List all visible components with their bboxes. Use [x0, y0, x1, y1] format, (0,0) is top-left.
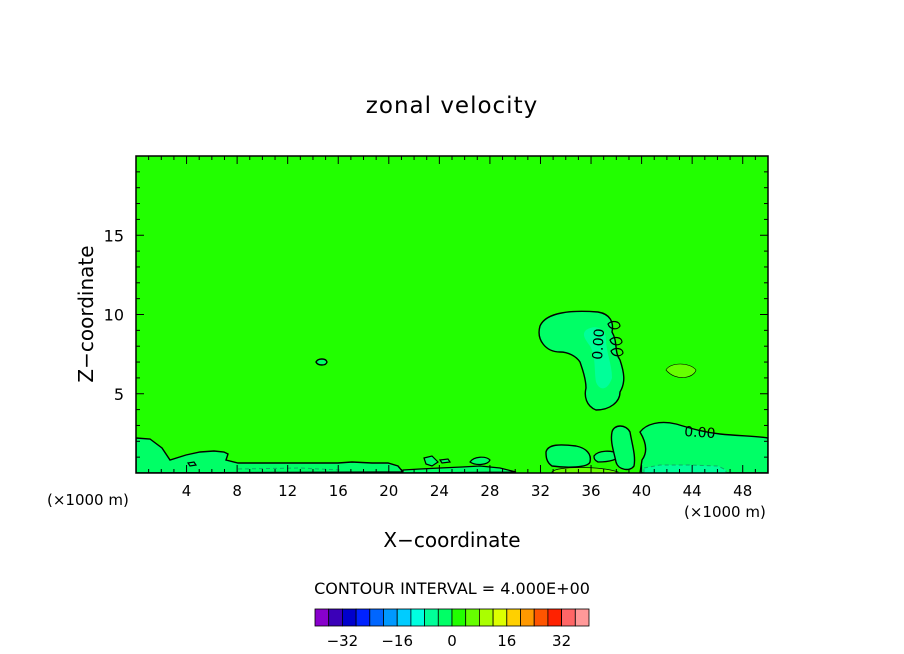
x-axis-label: X−coordinate: [383, 528, 520, 552]
x-tick-label: 40: [632, 482, 651, 500]
x-tick-label: 4: [182, 482, 192, 500]
y-tick-label: 10: [104, 306, 124, 325]
contour-region-mid-blob-inner: [583, 327, 612, 389]
y-tick-label: 5: [114, 385, 124, 404]
x-tick-label: 28: [480, 482, 499, 500]
contour-region-lower-3: [610, 425, 636, 471]
colorbar-swatch: [341, 608, 357, 627]
x-tick-labels: 4 8 12 16 20 24 28 32 36 40 44 48: [182, 482, 752, 500]
contour-loop-1: [607, 320, 621, 330]
chart-title: zonal velocity: [366, 93, 538, 119]
colorbar-swatch: [328, 608, 343, 627]
colorbar-swatch: [547, 608, 563, 627]
contour-label-bottom-right: 0.00: [684, 424, 716, 442]
contour-interval-label: CONTOUR INTERVAL = 4.000E+00: [314, 579, 590, 598]
colorbar-tick-label: 32: [552, 632, 571, 650]
colorbar-swatch: [561, 608, 576, 627]
colorbar-swatch: [369, 608, 384, 627]
colorbar-swatch: [465, 608, 480, 627]
contour-region-lower-1: [545, 444, 592, 468]
y-tick-label: 15: [104, 226, 124, 245]
contour-loop-3: [610, 347, 624, 357]
x-tick-label: 48: [733, 482, 752, 500]
colorbar-swatch: [424, 608, 439, 627]
contour-region-bottom-right: [639, 421, 768, 473]
x-tick-label: 8: [232, 482, 242, 500]
colorbar-tick-labels: −32 −16 0 16 32: [327, 632, 572, 650]
colorbar-swatch: [437, 608, 453, 627]
x-tick-label: 12: [278, 482, 297, 500]
contour-region-small-3: [423, 455, 439, 467]
colorbar: [314, 608, 590, 627]
contour-loop-2: [609, 336, 623, 346]
y-tick-labels: 5 10 15: [104, 226, 124, 404]
colorbar-swatch: [396, 608, 412, 627]
plot-background: [136, 156, 768, 473]
colorbar-swatch: [451, 608, 467, 627]
contour-region-lower-2: [593, 450, 619, 463]
axis-ticks: [136, 156, 768, 473]
contour-label-mid: 0.00: [590, 328, 608, 360]
y-axis-label: Z−coordinate: [74, 245, 98, 382]
contour-region-small-1: [315, 358, 328, 366]
colorbar-swatch: [520, 608, 535, 627]
colorbar-swatch: [410, 608, 425, 627]
x-tick-label: 24: [430, 482, 449, 500]
colorbar-swatch: [533, 608, 549, 627]
x-unit-right: (×1000 m): [684, 503, 766, 521]
colorbar-swatch: [574, 608, 590, 627]
colorbar-swatch: [478, 608, 494, 627]
colorbar-swatch: [383, 608, 398, 627]
x-unit-left: (×1000 m): [47, 491, 129, 509]
x-tick-label: 44: [683, 482, 702, 500]
colorbar-tick-label: −16: [381, 632, 413, 650]
contour-region-small-5: [438, 458, 452, 464]
colorbar-swatch: [314, 608, 330, 627]
contour-region-positive: [665, 363, 697, 378]
colorbar-tick-label: 0: [447, 632, 457, 650]
contour-region-small-2: [469, 456, 491, 466]
plot-area: 0.00 0.00: [135, 155, 769, 474]
x-tick-label: 16: [329, 482, 348, 500]
colorbar-tick-label: −32: [327, 632, 359, 650]
x-tick-label: 32: [531, 482, 550, 500]
colorbar-swatch: [492, 608, 508, 627]
x-tick-label: 36: [581, 482, 600, 500]
contour-region-bottom-right-inner: [643, 464, 727, 473]
colorbar-swatch: [506, 608, 521, 627]
contour-region-bottom-left: [136, 437, 405, 473]
contour-region-small-4: [186, 461, 198, 467]
colorbar-swatch: [355, 608, 371, 627]
contour-regions: [136, 310, 768, 473]
colorbar-tick-label: 16: [497, 632, 516, 650]
x-tick-label: 20: [379, 482, 398, 500]
